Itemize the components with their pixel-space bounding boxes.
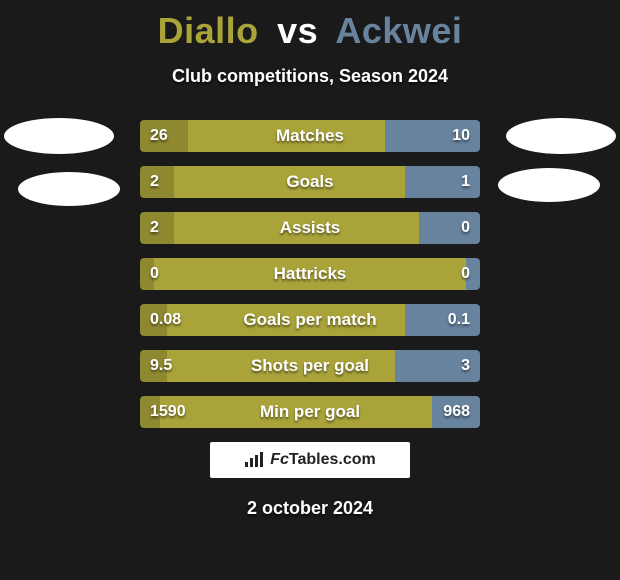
brand-label: FcTables.com: [270, 451, 376, 469]
stat-bars-container: 2610Matches 21Goals 20Assists 00Hattricks 0.…: [140, 120, 480, 442]
bar-label: Matches: [140, 120, 480, 152]
comparison-title: Diallo vs Ackwei: [0, 0, 620, 52]
stat-bar-row: 9.53Shots per goal: [140, 350, 480, 382]
brand-rest: Tables.com: [289, 451, 376, 468]
vs-label: vs: [277, 10, 318, 51]
stat-bar-row: 20Assists: [140, 212, 480, 244]
brand-box: FcTables.com: [210, 442, 410, 478]
bar-label: Assists: [140, 212, 480, 244]
avatar-left-1: [4, 118, 114, 154]
bar-label: Min per goal: [140, 396, 480, 428]
stat-bar-row: 21Goals: [140, 166, 480, 198]
brand-prefix: Fc: [270, 451, 289, 468]
bar-label: Shots per goal: [140, 350, 480, 382]
player1-name: Diallo: [158, 10, 259, 51]
bar-label: Goals per match: [140, 304, 480, 336]
stat-bar-row: 1590968Min per goal: [140, 396, 480, 428]
stat-bar-row: 0.080.1Goals per match: [140, 304, 480, 336]
avatar-right-2: [498, 168, 600, 202]
stat-bar-row: 00Hattricks: [140, 258, 480, 290]
subtitle: Club competitions, Season 2024: [0, 66, 620, 87]
player2-name: Ackwei: [335, 10, 462, 51]
footer-date: 2 october 2024: [0, 498, 620, 519]
avatar-right-1: [506, 118, 616, 154]
bar-label: Hattricks: [140, 258, 480, 290]
bar-label: Goals: [140, 166, 480, 198]
brand-chart-icon: [244, 452, 264, 468]
avatar-left-2: [18, 172, 120, 206]
stat-bar-row: 2610Matches: [140, 120, 480, 152]
